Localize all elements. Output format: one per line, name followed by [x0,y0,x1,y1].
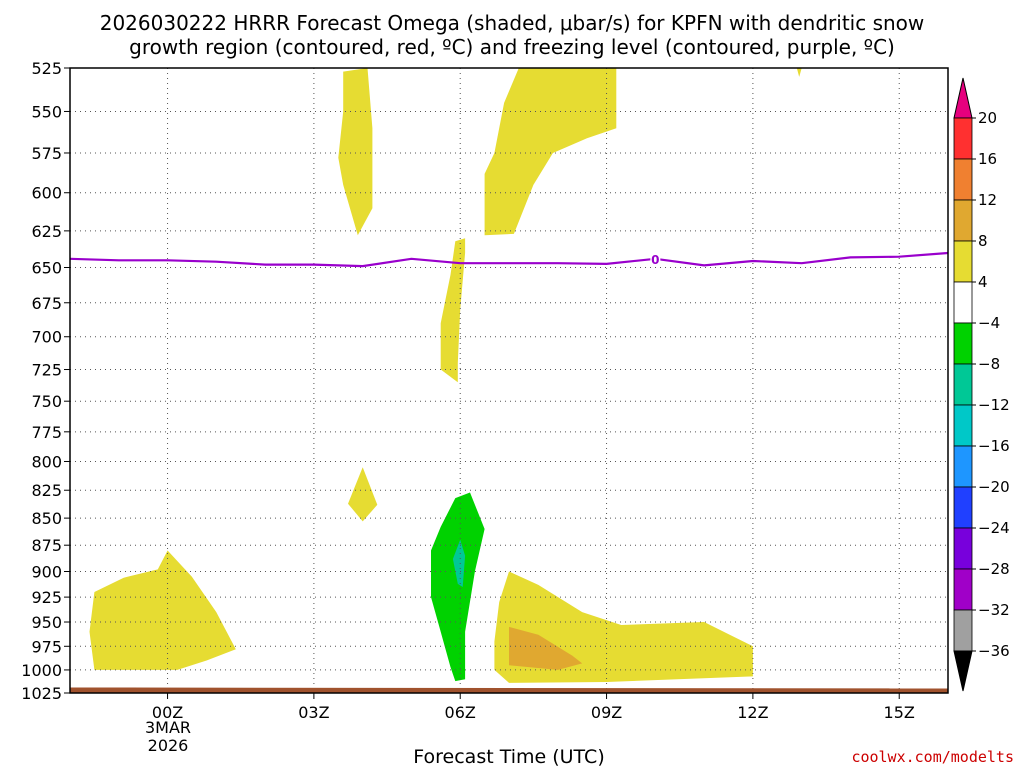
omega-region-7 [509,626,583,670]
colorbar-label: −4 [978,314,1000,332]
colorbar-label: 16 [978,150,997,168]
y-tick-label: 525 [31,59,62,78]
y-tick-label: 725 [31,361,62,380]
colorbar-bottom-arrow [953,650,973,692]
y-tick-label: 900 [31,563,62,582]
omega-region-0 [338,68,373,236]
omega-region-8 [431,492,485,682]
colorbar-label: −20 [978,478,1010,496]
y-tick-label: 550 [31,102,62,121]
credit-text: coolwx.com/modelts [851,748,1014,766]
colorbar-label: −12 [978,396,1010,414]
plot-area: 0 [69,67,949,694]
y-tick-label: 650 [31,259,62,278]
colorbar-bin [953,363,973,406]
y-tick-label: 800 [31,452,62,471]
colorbar-label: −32 [978,601,1010,619]
colorbar-label: −36 [978,642,1010,660]
freezing-level-label: 0 [651,253,659,267]
x-tick-label: 00Z [152,703,183,722]
omega-region-4 [348,467,378,522]
omega-region-2 [796,68,802,77]
colorbar-bin [953,199,973,242]
colorbar-label: 20 [978,109,997,127]
colorbar-bin [953,527,973,570]
colorbar: 20 16 12 8 4 −4 −8 −12 −16 −20 −24 −28 −32 −36 [953,77,1010,692]
colorbar-bin [953,404,973,447]
colorbar-bin [953,117,973,160]
x-tick-label: 06Z [445,703,476,722]
colorbar-bin [953,240,973,283]
x-axis-title: Forecast Time (UTC) [413,746,604,768]
y-tick-label: 1025 [21,684,62,703]
freezing-level-line [69,251,949,268]
y-tick-label: 925 [31,588,62,607]
y-tick-label: 600 [31,184,62,203]
omega-region-1 [484,68,617,236]
colorbar-label: −16 [978,437,1010,455]
colorbar-bin [953,445,973,488]
y-tick-label: 850 [31,509,62,528]
colorbar-label: 12 [978,191,997,209]
y-axis: 525 550 575 600 625 650 675 700 725 750 775 800 825 8… [21,59,70,703]
colorbar-top-arrow [953,77,973,119]
y-tick-label: 975 [31,637,62,656]
y-tick-label: 1000 [21,661,62,680]
y-tick-label: 825 [31,481,62,500]
freezing-label-bg [650,250,661,266]
date-label-day: 3MAR [145,718,191,737]
colorbar-label: −8 [978,355,1000,373]
gridlines [70,68,948,693]
colorbar-label: −28 [978,560,1010,578]
colorbar-bin [953,158,973,201]
y-tick-label: 625 [31,222,62,241]
x-tick-label: 03Z [298,703,329,722]
colorbar-bin [953,281,973,324]
colorbar-bin [953,486,973,529]
y-tick-label: 875 [31,536,62,555]
title-line-2: growth region (contoured, red, ºC) and f… [129,35,895,59]
y-tick-label: 750 [31,392,62,411]
plot-frame [69,67,949,694]
y-tick-label: 575 [31,144,62,163]
colorbar-label: 8 [978,232,988,250]
colorbar-label: −24 [978,519,1010,537]
surface-band [70,687,948,693]
surface-ground-band [70,687,948,693]
colorbar-label: 4 [978,273,988,291]
omega-region-3 [440,238,466,383]
title-line-1: 2026030222 HRRR Forecast Omega (shaded, … [100,11,925,35]
colorbar-bin [953,568,973,611]
x-tick-label: 12Z [737,703,768,722]
colorbar-bin [953,322,973,365]
omega-region-5 [89,550,236,670]
omega-region-9 [452,539,466,587]
colorbar-bin [953,609,973,652]
x-tick-label: 09Z [591,703,622,722]
y-tick-label: 950 [31,613,62,632]
y-tick-label: 700 [31,328,62,347]
freezing-level-contour: 0 [69,250,949,268]
omega-shaded-regions [89,68,802,683]
x-tick-label: 15Z [884,703,915,722]
y-tick-label: 775 [31,423,62,442]
chart-title: 2026030222 HRRR Forecast Omega (shaded, … [100,11,925,59]
date-label-year: 2026 [148,736,189,755]
y-tick-label: 675 [31,294,62,313]
x-axis: 3MAR 2026 Forecast Time (UTC) 00Z 03Z 06Z 0… [145,693,915,768]
